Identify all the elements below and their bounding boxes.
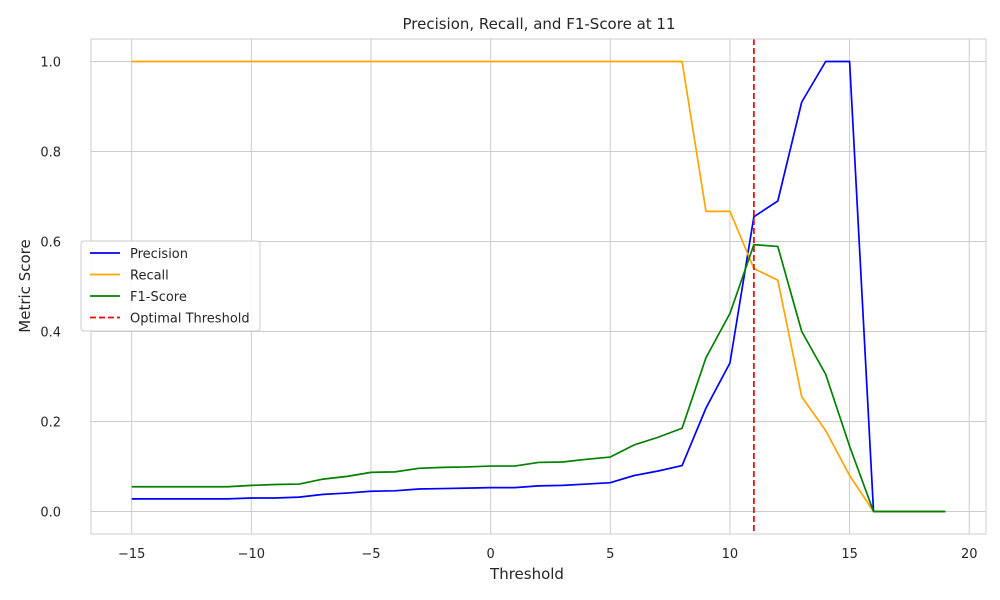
legend-label: F1-Score bbox=[130, 290, 187, 305]
x-tick-label: −15 bbox=[118, 547, 145, 562]
legend-box bbox=[80, 240, 261, 332]
y-tick-labels: 0.0 0.2 0.4 0.6 0.8 1.0 bbox=[40, 56, 61, 521]
y-tick-label: 0.0 bbox=[40, 506, 61, 521]
x-tick-label: −5 bbox=[361, 547, 380, 562]
x-axis-label: Threshold bbox=[489, 565, 564, 583]
x-tick-labels: −15 −10 −5 0 5 10 15 20 bbox=[118, 547, 978, 562]
y-tick-label: 0.2 bbox=[40, 416, 61, 431]
y-tick-label: 1.0 bbox=[40, 56, 61, 71]
x-tick-label: 5 bbox=[606, 547, 614, 562]
x-tick-label: 15 bbox=[841, 547, 858, 562]
series-line-precision bbox=[131, 60, 946, 513]
legend-label: Precision bbox=[130, 247, 188, 262]
series-line-f1-score bbox=[131, 243, 946, 513]
legend-label: Recall bbox=[130, 269, 169, 284]
chart-title: Precision, Recall, and F1-Score at 11 bbox=[402, 15, 675, 33]
x-tick-label: −10 bbox=[238, 547, 265, 562]
y-tick-label: 0.4 bbox=[40, 326, 61, 341]
y-axis-label: Metric Score bbox=[16, 239, 34, 332]
series-group bbox=[131, 39, 946, 534]
x-tick-label: 20 bbox=[961, 547, 978, 562]
series-line-recall bbox=[131, 60, 946, 513]
legend: Precision Recall F1-Score Optimal Threshold bbox=[80, 240, 261, 332]
x-tick-label: 0 bbox=[486, 547, 494, 562]
y-tick-label: 0.6 bbox=[40, 236, 61, 251]
y-tick-label: 0.8 bbox=[40, 146, 61, 161]
x-tick-label: 10 bbox=[722, 547, 739, 562]
legend-label: Optimal Threshold bbox=[130, 312, 250, 327]
